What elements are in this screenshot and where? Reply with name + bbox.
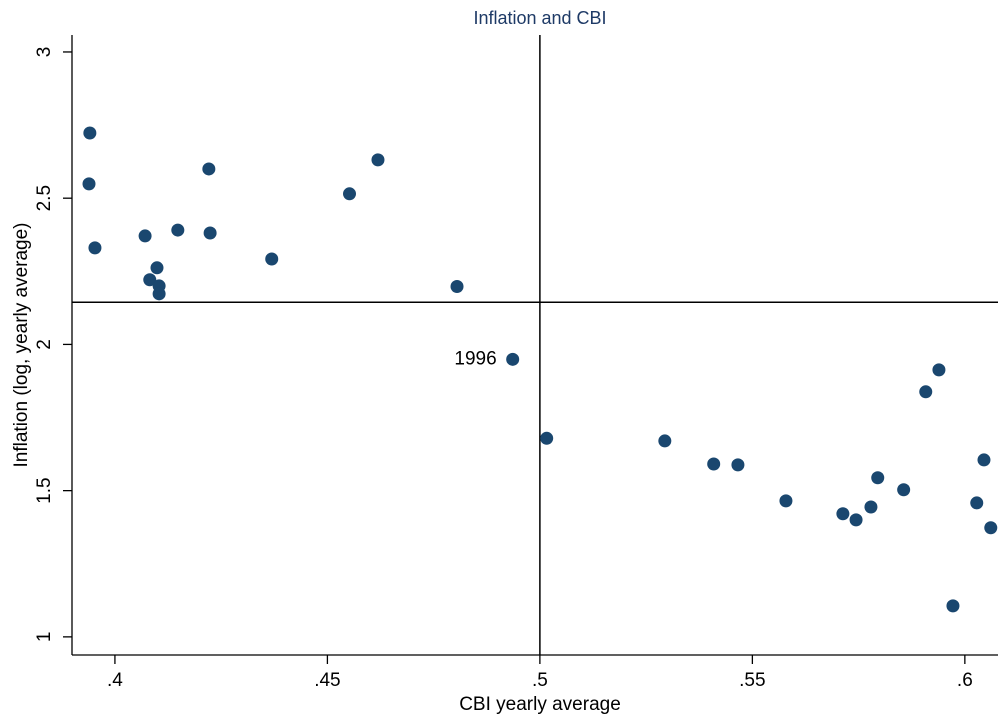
point-label: 1996 [454, 348, 496, 369]
y-tick-label: 2.5 [34, 185, 55, 211]
y-axis-label: Inflation (log, yearly average) [11, 222, 32, 467]
point [150, 261, 164, 275]
point [871, 471, 885, 485]
point [731, 458, 745, 472]
point [343, 187, 357, 201]
y-tick-label: 1 [34, 632, 55, 643]
point [143, 273, 157, 287]
point [970, 496, 984, 510]
point [88, 241, 102, 255]
y-tick-label: 1.5 [34, 477, 55, 503]
point [450, 280, 464, 294]
y-tick-label: 2 [34, 339, 55, 350]
point [82, 177, 96, 191]
point [171, 223, 185, 237]
point [506, 352, 520, 366]
point [203, 226, 217, 240]
plot-area: .4 .45 .5 .55 .6 1 1.5 2 2.5 3 1996 [34, 35, 998, 691]
point [897, 483, 911, 497]
point [779, 494, 793, 508]
point [83, 126, 97, 140]
point [265, 252, 279, 266]
point [864, 500, 878, 514]
point [836, 507, 850, 521]
x-tick-label: .6 [957, 670, 973, 691]
point [919, 385, 933, 399]
x-tick-label: .5 [532, 670, 548, 691]
point [984, 521, 998, 535]
point [152, 287, 166, 301]
y-tick-label: 3 [34, 47, 55, 58]
point [371, 153, 385, 167]
chart-title: Inflation and CBI [473, 8, 606, 28]
point [658, 434, 672, 448]
point [932, 363, 946, 377]
point [707, 457, 721, 471]
point [138, 229, 152, 243]
x-axis-label: CBI yearly average [459, 694, 621, 715]
point [202, 162, 216, 176]
point [946, 599, 960, 613]
x-tick-label: .45 [314, 670, 340, 691]
point [540, 431, 554, 445]
x-tick-label: .4 [107, 670, 123, 691]
x-tick-label: .55 [739, 670, 765, 691]
point [849, 513, 863, 527]
point [977, 453, 991, 467]
